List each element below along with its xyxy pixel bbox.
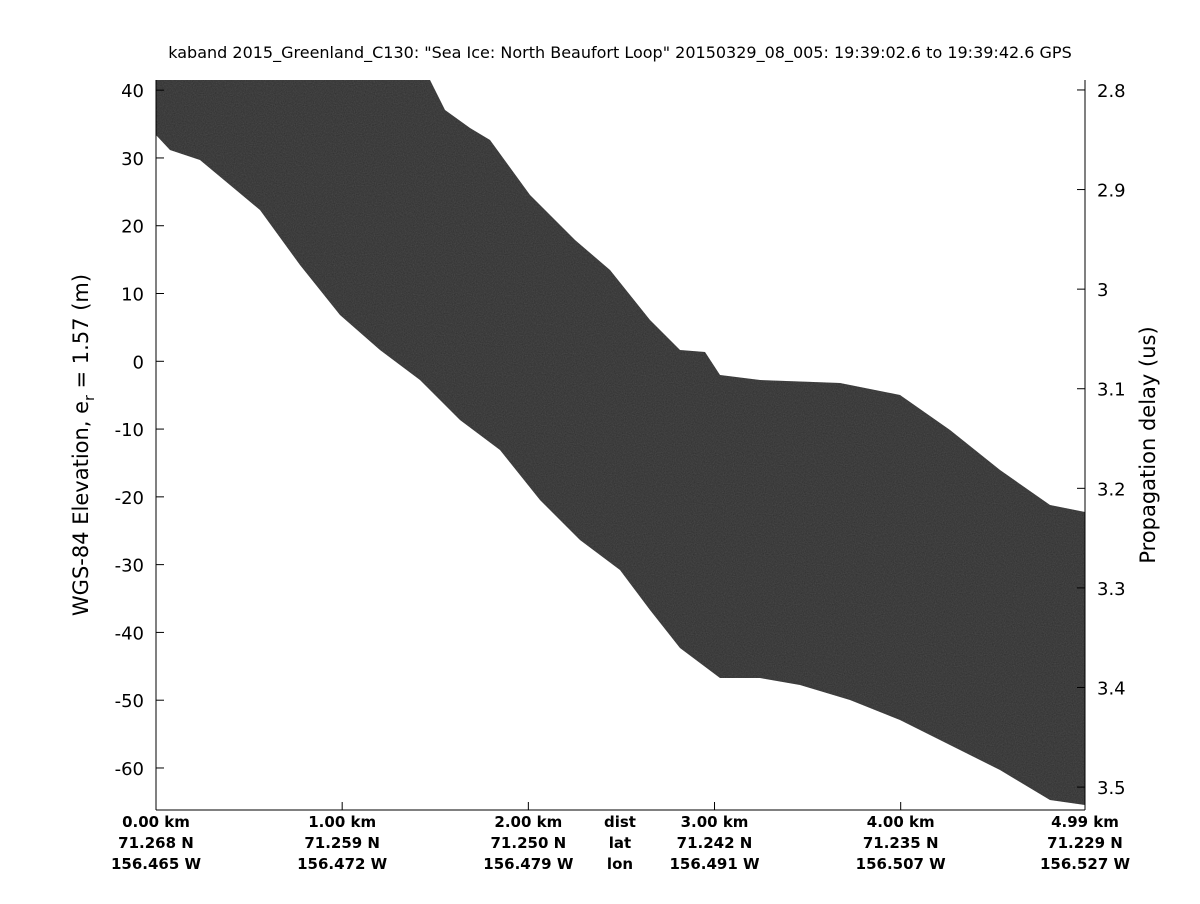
y-tick-label: -30 [115,556,144,577]
row-name: lon [607,855,633,873]
y-tick-label: -40 [115,623,144,644]
lat-label: 71.250 N [491,834,567,852]
x-tick-label: 2.00 km [494,813,562,831]
lon-label: 156.465 W [111,855,202,873]
y2-tick-label: 2.9 [1097,181,1126,202]
lon-label: 156.527 W [1040,855,1131,873]
x-tick-label: 4.99 km [1051,813,1119,831]
lat-label: 71.268 N [118,834,194,852]
y-label-main: WGS-84 Elevation, e [69,401,93,616]
y-tick-label: 30 [121,149,144,170]
x-tick-label: 1.00 km [308,813,376,831]
lat-label: 71.242 N [677,834,753,852]
y2-tick-label: 3.1 [1097,380,1126,401]
y-label-end: = 1.57 (m) [69,274,93,395]
x-tick-label: 0.00 km [122,813,190,831]
y2-tick-label: 3.3 [1097,579,1126,600]
row-name: lat [609,834,631,852]
y2-tick-label: 3.4 [1097,679,1126,700]
lon-label: 156.479 W [483,855,574,873]
y-tick-label: 40 [121,81,144,102]
y2-tick-label: 3 [1097,280,1108,301]
y-tick-label: 10 [121,285,144,306]
y2-tick-label: 3.2 [1097,479,1126,500]
y-axis-label: WGS-84 Elevation, er = 1.57 (m) [69,274,98,616]
y-tick-label: 0 [133,352,144,373]
lat-label: 71.235 N [863,834,939,852]
x-tick-label: 3.00 km [681,813,749,831]
y-tick-label: -50 [115,691,144,712]
lon-label: 156.472 W [297,855,388,873]
y-tick-label: -60 [115,759,144,780]
lat-label: 71.259 N [304,834,380,852]
y2-tick-label: 2.8 [1097,81,1126,102]
row-name: dist [604,813,636,831]
radar-echo [156,80,1085,805]
y-label-sub: r [82,395,98,401]
y2-axis-label: Propagation delay (us) [1136,326,1160,563]
y2-tick-label: 3.5 [1097,778,1126,799]
chart-title: kaband 2015_Greenland_C130: "Sea Ice: No… [168,43,1071,63]
y-tick-label: -10 [115,420,144,441]
lon-label: 156.507 W [856,855,947,873]
lon-label: 156.491 W [669,855,760,873]
y-tick-label: 20 [121,217,144,238]
y-tick-label: -20 [115,488,144,509]
lat-label: 71.229 N [1047,834,1123,852]
x-tick-label: 4.00 km [867,813,935,831]
